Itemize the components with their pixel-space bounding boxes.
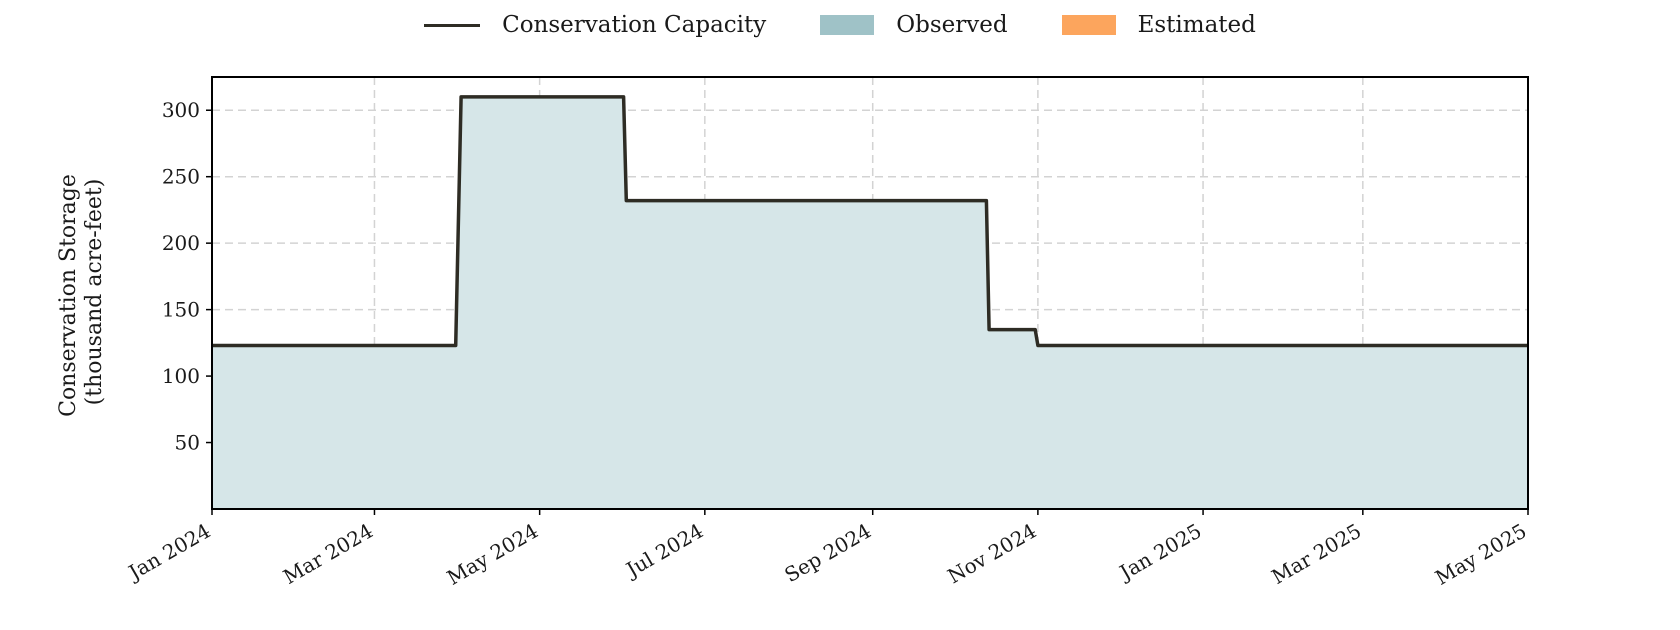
observed-area (212, 96, 1528, 510)
y-tick-label: 100 (162, 364, 200, 388)
legend-swatch-estimated (1061, 15, 1116, 35)
y-tick-label: 150 (162, 298, 200, 322)
x-tick-label: May 2024 (443, 519, 542, 590)
legend-swatch-observed (820, 15, 875, 35)
y-tick-label: 250 (162, 165, 200, 189)
x-tick-label: Jan 2025 (1114, 519, 1206, 586)
legend-item-capacity: Conservation Capacity (424, 12, 766, 38)
y-tick-label: 300 (162, 98, 200, 122)
x-tick-label: Jan 2024 (123, 519, 215, 586)
legend-swatch-capacity (424, 23, 481, 27)
legend-item-observed: Observed (820, 12, 1008, 38)
legend-label-observed: Observed (896, 12, 1008, 38)
y-axis-title-line1: Conservation Storage (56, 174, 81, 417)
x-tick-label: Mar 2025 (1267, 519, 1365, 589)
legend-item-estimated: Estimated (1061, 12, 1256, 38)
x-axis-ticks: Jan 2024 Mar 2024 May 2024 Jul 2024 Sep 2024… (123, 509, 1531, 590)
x-tick-label: Jul 2024 (620, 519, 707, 583)
x-tick-label: Sep 2024 (780, 519, 875, 588)
legend-label-capacity: Conservation Capacity (502, 12, 767, 38)
plot-frame (211, 76, 1529, 510)
y-axis-ticks: 50 100 150 200 250 300 (162, 98, 212, 455)
x-tick-label: Nov 2024 (943, 519, 1040, 589)
x-tick-label: Mar 2024 (279, 519, 377, 589)
y-tick-label: 200 (162, 231, 200, 255)
y-axis-title-line2: (thousand acre-feet) (82, 179, 107, 406)
y-tick-label: 50 (175, 431, 200, 455)
capacity-line (212, 95, 1528, 348)
chart-legend: Conservation Capacity Observed Estimated (0, 8, 1680, 42)
capacity-line-layer (212, 95, 1528, 348)
x-tick-label: May 2025 (1431, 519, 1530, 590)
y-axis-title: Conservation Storage (thousand acre-feet… (56, 167, 107, 417)
legend-label-estimated: Estimated (1137, 12, 1256, 38)
observed-area-layer (212, 96, 1528, 510)
